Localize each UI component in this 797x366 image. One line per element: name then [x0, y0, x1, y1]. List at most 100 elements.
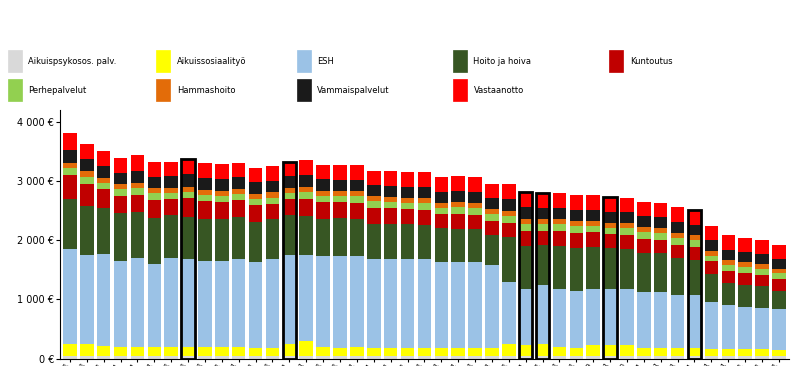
Bar [198, 201, 212, 219]
Bar [705, 240, 718, 251]
Bar [249, 205, 262, 222]
Bar [502, 212, 516, 216]
Bar [350, 202, 363, 219]
Bar [434, 348, 448, 356]
Bar [485, 348, 499, 356]
Bar [671, 233, 685, 238]
Bar [97, 151, 111, 166]
Bar [570, 348, 583, 356]
Bar [536, 224, 549, 231]
Bar [603, 234, 617, 249]
Text: Aikuissosiaalityö: Aikuissosiaalityö [177, 57, 246, 66]
Bar [265, 348, 279, 356]
Bar [772, 310, 786, 350]
Text: Kuntoutus: Kuntoutus [630, 57, 673, 66]
Text: Vastaanotto: Vastaanotto [473, 86, 524, 95]
Bar [451, 207, 465, 214]
Bar [570, 226, 583, 233]
Bar [469, 178, 482, 192]
Bar [738, 262, 752, 267]
Bar [485, 221, 499, 235]
Bar [772, 269, 786, 273]
Bar [249, 222, 262, 262]
Bar [519, 356, 532, 359]
Bar [297, 50, 311, 72]
Bar [316, 347, 330, 356]
Bar [603, 223, 617, 228]
Bar [603, 212, 617, 223]
Bar [637, 202, 650, 216]
Bar [265, 198, 279, 204]
Bar [485, 198, 499, 209]
Bar [654, 348, 667, 356]
Bar [756, 240, 769, 254]
Bar [300, 356, 313, 359]
Bar [721, 305, 735, 348]
Bar [502, 237, 516, 282]
Bar [756, 254, 769, 264]
Bar [333, 202, 347, 218]
Bar [80, 255, 93, 344]
Bar [434, 191, 448, 202]
Bar [418, 225, 431, 259]
Bar [384, 208, 398, 224]
Bar [147, 193, 161, 200]
Bar [232, 356, 245, 359]
Bar [114, 347, 128, 356]
Bar [300, 160, 313, 175]
Bar [215, 191, 229, 196]
Bar [333, 196, 347, 202]
Bar [434, 214, 448, 228]
Bar [705, 348, 718, 356]
Bar [164, 176, 178, 188]
Bar [63, 163, 77, 168]
Bar [688, 235, 701, 240]
Bar [418, 187, 431, 198]
Bar [620, 356, 634, 359]
Bar [552, 246, 566, 290]
Bar [97, 208, 111, 254]
Bar [283, 255, 296, 344]
Bar [367, 196, 380, 201]
Bar [114, 196, 128, 213]
Bar [705, 356, 718, 359]
Bar [181, 191, 194, 198]
Bar [502, 199, 516, 212]
Bar [232, 178, 245, 189]
Bar [215, 196, 229, 202]
Bar [114, 189, 128, 196]
Bar [654, 240, 667, 253]
Bar [164, 188, 178, 193]
Text: Hoito ja hoiva: Hoito ja hoiva [473, 57, 532, 66]
Bar [283, 193, 296, 199]
Bar [552, 208, 566, 219]
Bar [603, 249, 617, 289]
Bar [97, 166, 111, 178]
Bar [738, 356, 752, 359]
Bar [536, 231, 549, 245]
Bar [552, 347, 566, 356]
Bar [688, 295, 701, 348]
Bar [147, 188, 161, 193]
Bar [485, 235, 499, 265]
Bar [249, 356, 262, 359]
Bar [756, 274, 769, 286]
Bar [147, 162, 161, 177]
Text: ESH: ESH [317, 57, 334, 66]
Bar [552, 224, 566, 231]
Bar [316, 255, 330, 347]
Bar [451, 202, 465, 207]
Bar [401, 187, 414, 198]
Bar [215, 261, 229, 347]
Bar [384, 259, 398, 348]
Bar [637, 232, 650, 239]
Bar [485, 214, 499, 221]
Bar [485, 184, 499, 198]
Bar [401, 198, 414, 202]
Bar [367, 348, 380, 356]
Bar [434, 208, 448, 214]
Bar [536, 219, 549, 224]
Bar [772, 279, 786, 291]
Bar [114, 356, 128, 359]
Bar [756, 356, 769, 359]
